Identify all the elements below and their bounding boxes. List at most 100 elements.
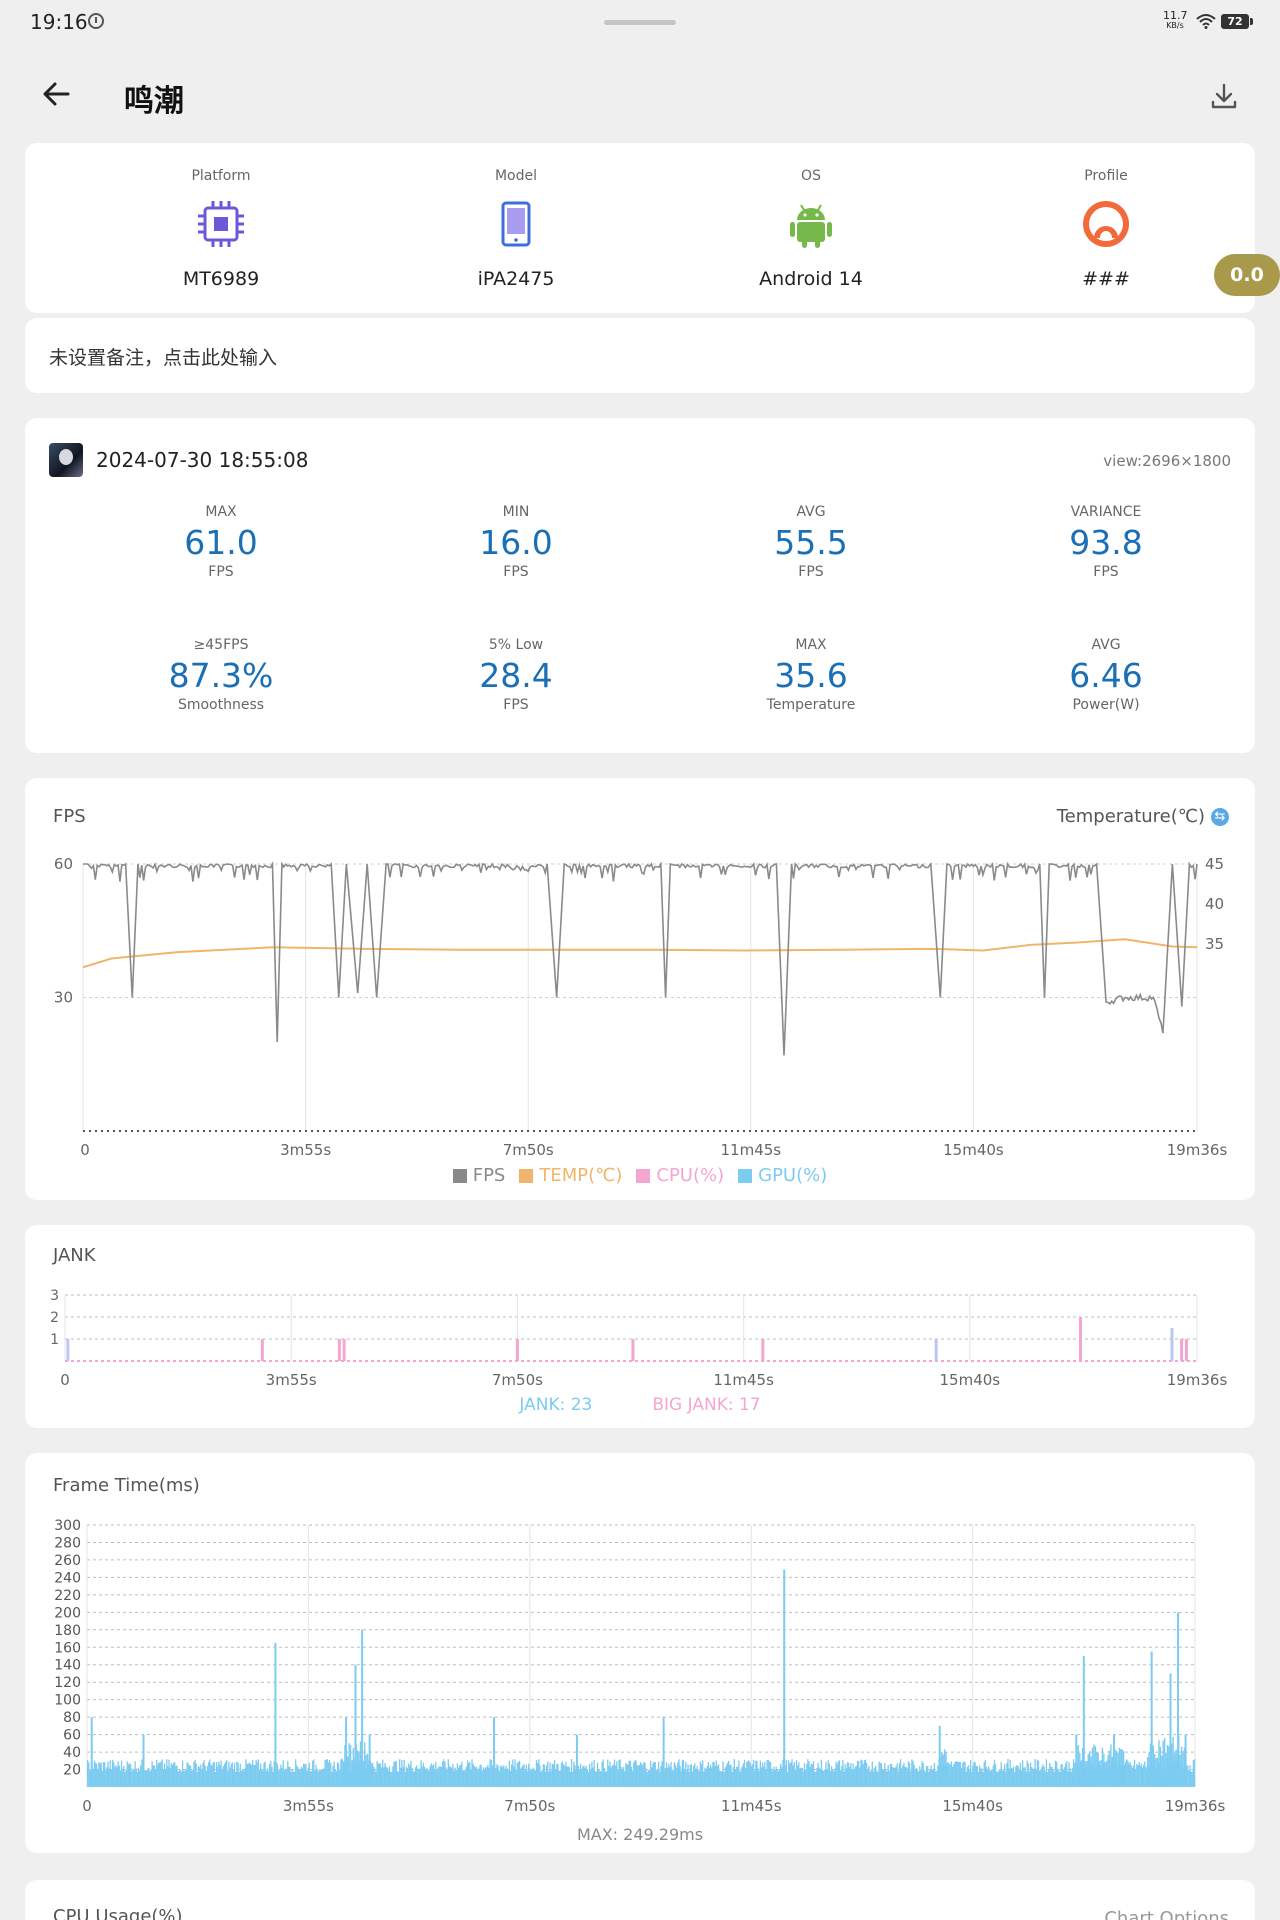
ft-y-tick: 180 <box>54 1623 81 1639</box>
ft-bar <box>707 1761 710 1787</box>
ft-bar <box>393 1761 395 1787</box>
ft-bar <box>750 1766 752 1787</box>
ft-bar <box>598 1768 600 1787</box>
ft-bar <box>891 1767 894 1787</box>
jank-chart[interactable]: 1 2 3 0 3m55s 7m50s 11m45s 15m40s 19m36s <box>25 1225 1255 1390</box>
ft-bar <box>1132 1765 1135 1787</box>
ft-bar <box>483 1768 486 1787</box>
ft-bar <box>284 1768 287 1787</box>
stat-label: MAX <box>795 637 827 653</box>
legend-temp[interactable]: TEMP(℃) <box>519 1165 622 1186</box>
ft-bar <box>865 1762 868 1787</box>
ft-bar <box>1009 1759 1011 1787</box>
ft-bar <box>768 1761 771 1787</box>
ft-spike <box>1112 1734 1115 1787</box>
ft-bar <box>155 1759 158 1787</box>
ft-bar <box>786 1772 789 1787</box>
ft-bar <box>1166 1745 1169 1787</box>
ft-bar <box>954 1762 956 1787</box>
ft-bar <box>642 1765 644 1787</box>
ft-bar <box>475 1766 478 1787</box>
ft-bar <box>521 1767 523 1787</box>
ft-y-tick: 220 <box>54 1588 81 1604</box>
ft-bar <box>994 1763 997 1787</box>
ft-bar <box>107 1761 109 1787</box>
ft-bar <box>88 1762 90 1787</box>
ft-bar <box>713 1761 715 1787</box>
ft-bar <box>665 1762 668 1787</box>
stat-label: ≥45FPS <box>193 637 249 653</box>
jank-y-tick: 1 <box>50 1332 59 1348</box>
ft-bar <box>1005 1771 1007 1787</box>
ft-bar <box>1087 1753 1089 1787</box>
ft-bar <box>307 1767 309 1787</box>
note-input[interactable]: 未设置备注，点击此处输入 <box>25 318 1255 393</box>
ft-bar <box>1055 1761 1058 1787</box>
ft-bar <box>860 1759 862 1787</box>
ft-bar <box>102 1762 105 1787</box>
window-handle[interactable] <box>604 20 676 25</box>
ft-bar <box>646 1772 648 1787</box>
ft-bar <box>1154 1753 1156 1787</box>
ft-bar <box>877 1772 879 1787</box>
ft-bar <box>621 1769 624 1787</box>
ft-bar <box>1054 1760 1057 1787</box>
header: 鸣潮 <box>0 60 1280 130</box>
ft-bar <box>237 1762 239 1787</box>
chart-options-button[interactable]: Chart Options <box>1104 1908 1229 1920</box>
ft-bar <box>670 1761 672 1787</box>
ft-bar <box>861 1760 863 1787</box>
back-arrow-icon[interactable] <box>36 74 76 114</box>
legend-cpu-swatch <box>636 1168 651 1183</box>
ft-bar <box>757 1768 759 1787</box>
ft-bar <box>934 1771 937 1787</box>
ft-bar <box>624 1771 626 1787</box>
ft-bar <box>885 1769 887 1787</box>
ft-bar <box>291 1769 293 1787</box>
ft-bar <box>1081 1747 1084 1787</box>
legend-fps-swatch <box>452 1168 467 1183</box>
profile-label: Profile <box>1084 168 1128 184</box>
ft-bar <box>695 1768 697 1787</box>
os-value: Android 14 <box>759 268 863 290</box>
ft-bar <box>691 1771 694 1787</box>
score-badge[interactable]: 0.0 <box>1214 254 1280 296</box>
ft-bar <box>1063 1767 1066 1787</box>
ft-bar <box>1133 1759 1136 1787</box>
ft-bar <box>318 1769 321 1787</box>
download-icon[interactable] <box>1206 78 1242 114</box>
legend-gpu[interactable]: GPU(%) <box>738 1165 827 1186</box>
ft-bar <box>959 1762 962 1787</box>
ft-bar <box>674 1764 677 1787</box>
temperature-axis-toggle[interactable]: Temperature(℃) ⇆ <box>1057 806 1229 827</box>
ft-bar <box>257 1759 260 1787</box>
ft-bar <box>134 1761 136 1787</box>
ft-bar <box>364 1742 366 1787</box>
fps-chart[interactable]: 0 3m55s 7m50s 11m45s 15m40s 19m36s 30 60 35 40 45 <box>25 778 1255 1158</box>
ft-bar <box>1123 1764 1126 1787</box>
fps-x-tick: 11m45s <box>721 1141 782 1158</box>
ft-bar <box>310 1771 313 1787</box>
ft-bar <box>403 1759 405 1787</box>
ft-bar <box>342 1761 345 1787</box>
ft-bar <box>248 1762 250 1787</box>
legend-fps[interactable]: FPS <box>452 1165 505 1186</box>
ft-bar <box>416 1765 418 1787</box>
ft-bar <box>1128 1763 1130 1787</box>
stat-label: MAX <box>205 504 237 520</box>
ft-bar <box>478 1768 480 1787</box>
ft-bar <box>314 1770 316 1787</box>
legend-cpu[interactable]: CPU(%) <box>636 1165 724 1186</box>
jank-x-tick: 11m45s <box>713 1371 774 1389</box>
ft-bar <box>593 1760 595 1787</box>
ft-bar <box>1100 1760 1102 1787</box>
ft-bar <box>745 1768 747 1787</box>
ft-bar <box>255 1759 257 1787</box>
ft-bar <box>296 1765 298 1787</box>
ft-bar <box>869 1771 871 1787</box>
ft-bar <box>429 1765 431 1787</box>
ft-bar <box>826 1769 828 1787</box>
ft-bar <box>205 1770 208 1787</box>
ft-bar <box>855 1765 858 1787</box>
